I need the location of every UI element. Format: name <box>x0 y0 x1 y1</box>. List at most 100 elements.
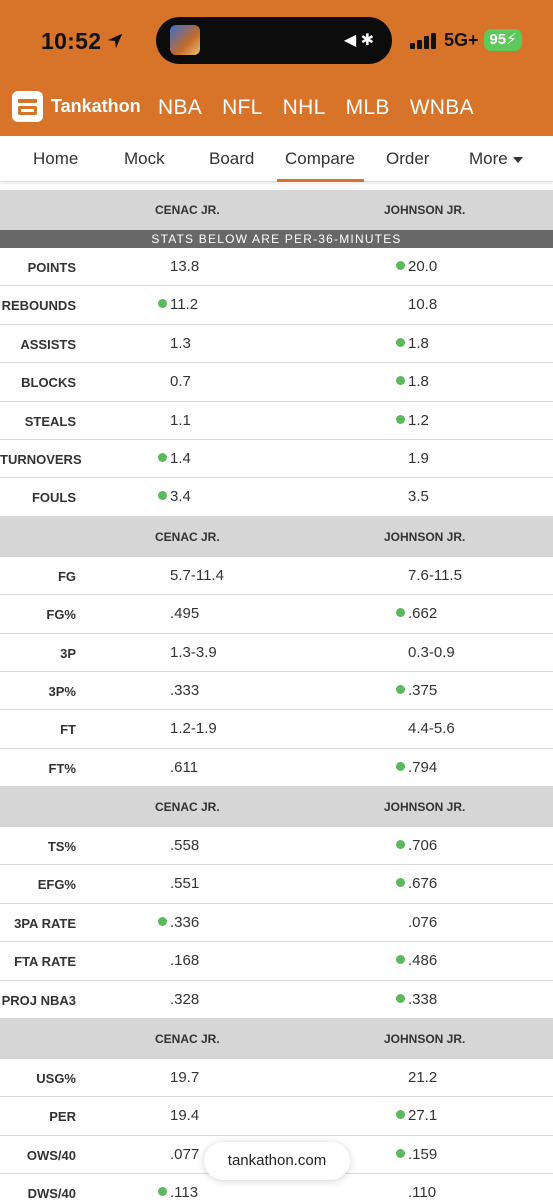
player-b-value: 7.6-11.5 <box>408 567 462 584</box>
player-b-value: 1.9 <box>408 450 429 467</box>
player-b-value-text: 4.4-5.6 <box>408 720 455 738</box>
better-indicator-icon <box>396 1148 405 1158</box>
player-b-value-text: 20.0 <box>408 258 438 275</box>
player-a-value: 1.4 <box>158 450 191 467</box>
league-wnba[interactable]: WNBA <box>409 96 474 119</box>
player-a-value: 11.2 <box>158 296 198 313</box>
player-header-row: CENAC JR. JOHNSON JR. <box>0 516 553 557</box>
better-indicator-icon <box>396 684 405 694</box>
better-indicator-icon <box>396 993 405 1003</box>
player-b-value-text: 1.9 <box>408 449 429 467</box>
player-b-value: 4.4-5.6 <box>408 720 455 737</box>
player-b-value-text: 7.6-11.5 <box>408 566 462 584</box>
better-indicator-icon <box>158 491 167 501</box>
tab-mock[interactable]: Mock <box>124 149 165 168</box>
table-row: POINTS 13.8 20.0 <box>0 248 553 287</box>
per-36-banner-text: STATS BELOW ARE PER-36-MINUTES <box>151 232 402 246</box>
better-indicator-icon <box>396 955 405 965</box>
player-header-row: CENAC JR. JOHNSON JR. <box>0 190 553 230</box>
player-b-value-text: .676 <box>408 875 438 893</box>
player-a-value-text: .611 <box>170 758 199 776</box>
player-a-value: .333 <box>170 682 199 699</box>
table-row: PROJ NBA3 .328 .338 <box>0 981 553 1020</box>
tab-home[interactable]: Home <box>33 149 79 168</box>
better-indicator-icon <box>396 608 405 618</box>
player-a-value: 3.4 <box>158 488 191 505</box>
stat-label: USG% <box>36 1071 76 1087</box>
tab-more-label: More <box>469 149 508 168</box>
player-a-value-text: 5.7-11.4 <box>170 566 224 584</box>
player-a-value-text: 1.2-1.9 <box>170 720 217 738</box>
player-b-value: .676 <box>396 875 437 892</box>
player-header-row: CENAC JR. JOHNSON JR. <box>0 787 553 828</box>
player-a-value-text: .328 <box>170 990 200 1008</box>
table-row: PER 19.4 27.1 <box>0 1097 553 1136</box>
player-b-value: 21.2 <box>408 1069 437 1086</box>
player-a-value-text: .495 <box>170 605 200 623</box>
player-a-value-text: .551 <box>170 875 200 893</box>
player-a-value: 1.1 <box>170 412 191 429</box>
table-row: FOULS 3.4 3.5 <box>0 478 553 517</box>
player-b-value-text: .486 <box>408 952 438 970</box>
player-b-value-text: .110 <box>408 1184 437 1200</box>
player-b-value-text: .338 <box>408 990 438 1008</box>
player-a-value-text: .113 <box>170 1184 199 1200</box>
stat-label: TS% <box>47 839 76 855</box>
stat-label: FTA RATE <box>14 954 76 970</box>
player-a-value: 0.7 <box>170 373 191 390</box>
active-tab-indicator <box>277 179 364 182</box>
stat-label: OWS/40 <box>26 1147 76 1163</box>
dynamic-island[interactable]: ◀ ✱ <box>156 17 392 64</box>
player-a-value: .495 <box>170 605 199 622</box>
stat-label: 3PA RATE <box>14 915 76 931</box>
stat-label: FT <box>60 722 76 738</box>
player-a-name: CENAC JR. <box>155 800 220 815</box>
table-row: DWS/40 .113 .110 <box>0 1174 553 1200</box>
player-b-value: 27.1 <box>396 1107 437 1124</box>
table-row: TURNOVERS 1.4 1.9 <box>0 440 553 479</box>
player-b-value: .159 <box>396 1146 437 1163</box>
tab-more[interactable]: More <box>469 149 523 169</box>
player-b-value-text: .662 <box>408 605 438 623</box>
table-row: BLOCKS 0.7 1.8 <box>0 363 553 402</box>
better-indicator-icon <box>396 878 405 888</box>
league-nfl[interactable]: NFL <box>222 96 263 119</box>
player-b-value: 0.3-0.9 <box>408 644 455 661</box>
tab-compare[interactable]: Compare <box>285 149 355 168</box>
player-a-value-text: 13.8 <box>170 258 200 275</box>
player-a-value: 1.3 <box>170 335 191 352</box>
player-a-value-text: 19.7 <box>170 1069 200 1087</box>
table-row: REBOUNDS 11.2 10.8 <box>0 286 553 325</box>
league-nba[interactable]: NBA <box>158 96 203 119</box>
player-a-value-text: 19.4 <box>170 1107 200 1125</box>
player-b-value: 20.0 <box>396 258 437 275</box>
app-header: 10:52 ◀ ✱ 5G+ 95⚡ Tankathon NBA NFL NHL … <box>0 0 553 136</box>
player-a-value-text: .558 <box>170 837 200 855</box>
player-b-value-text: 0.3-0.9 <box>408 643 455 661</box>
table-row: FG 5.7-11.4 7.6-11.5 <box>0 557 553 596</box>
league-nhl[interactable]: NHL <box>282 96 326 119</box>
table-row: 3P% .333 .375 <box>0 672 553 711</box>
player-a-value: .611 <box>170 759 198 776</box>
player-b-value: .662 <box>396 605 437 622</box>
mute-bluetooth-icon: ◀ ✱ <box>343 32 374 49</box>
table-row: TS% .558 .706 <box>0 827 553 866</box>
league-mlb[interactable]: MLB <box>345 96 390 119</box>
brand-logo[interactable]: Tankathon <box>12 88 141 124</box>
table-row: FTA RATE .168 .486 <box>0 942 553 981</box>
player-b-value: .486 <box>396 952 437 969</box>
stat-label: PER <box>49 1109 76 1125</box>
stat-label: POINTS <box>27 260 76 275</box>
url-bar[interactable]: tankathon.com <box>204 1142 350 1180</box>
player-b-value-text: 21.2 <box>408 1069 438 1087</box>
player-b-value: .338 <box>396 991 437 1008</box>
stat-label: FG% <box>46 607 76 623</box>
player-a-value-text: 1.3-3.9 <box>170 643 217 661</box>
stat-label: 3P% <box>48 683 76 699</box>
tab-board[interactable]: Board <box>209 149 255 168</box>
player-b-value-text: .076 <box>408 913 438 931</box>
tab-order[interactable]: Order <box>386 149 430 168</box>
player-b-value-text: 1.2 <box>408 411 429 429</box>
better-indicator-icon <box>396 414 405 424</box>
status-time: 10:52 <box>41 28 102 54</box>
